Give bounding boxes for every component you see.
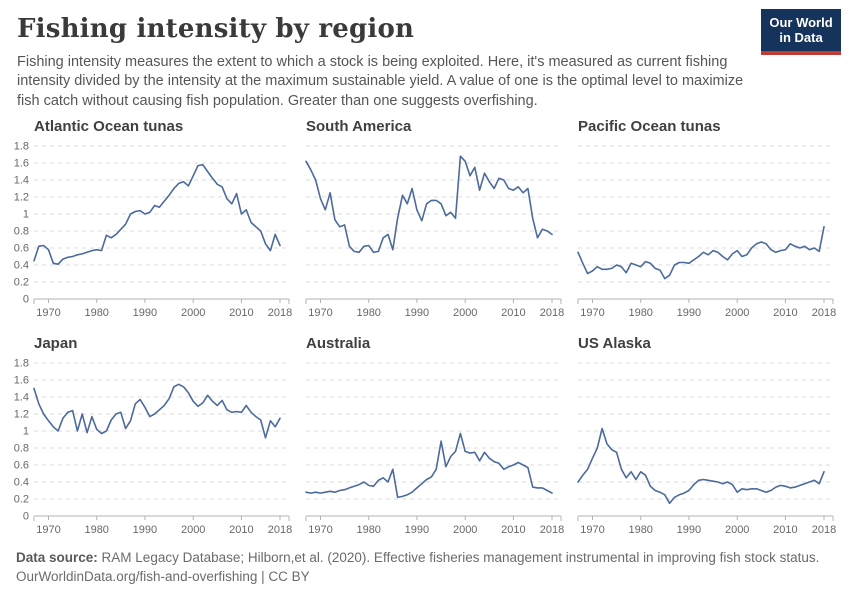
data-source-label: Data source: bbox=[16, 549, 98, 565]
chart-panel-atlantic-ocean-tunas: Atlantic Ocean tunas 1970 1980 1990 2000 201… bbox=[12, 117, 293, 319]
svg-text:1990: 1990 bbox=[405, 307, 429, 319]
svg-text:2010: 2010 bbox=[501, 524, 525, 536]
svg-text:1980: 1980 bbox=[628, 524, 652, 536]
svg-text:1970: 1970 bbox=[36, 307, 60, 319]
svg-text:1990: 1990 bbox=[405, 524, 429, 536]
svg-text:1970: 1970 bbox=[36, 524, 60, 536]
chart-panel-pacific-ocean-tunas: Pacific Ocean tunas 1970 1980 1990 2000 2010… bbox=[572, 117, 836, 319]
svg-text:0: 0 bbox=[23, 510, 29, 522]
svg-text:0.6: 0.6 bbox=[14, 459, 29, 471]
chart-header: Fishing intensity by region Our World in… bbox=[0, 0, 850, 111]
svg-text:0.2: 0.2 bbox=[14, 493, 29, 505]
charts-grid: Atlantic Ocean tunas 1970 1980 1990 2000 201… bbox=[12, 117, 850, 536]
svg-text:2000: 2000 bbox=[181, 307, 205, 319]
svg-text:2010: 2010 bbox=[229, 524, 253, 536]
svg-text:2018: 2018 bbox=[812, 524, 836, 536]
svg-text:2018: 2018 bbox=[540, 307, 564, 319]
owid-logo-line2: in Data bbox=[779, 30, 823, 46]
svg-text:2000: 2000 bbox=[453, 524, 477, 536]
svg-text:1980: 1980 bbox=[356, 307, 380, 319]
chart-title-japan: Japan bbox=[34, 334, 78, 352]
data-source-line: Data source: RAM Legacy Database; Hilbor… bbox=[16, 548, 850, 568]
svg-text:1.4: 1.4 bbox=[14, 174, 29, 186]
page-title: Fishing intensity by region bbox=[17, 14, 415, 44]
svg-text:1.2: 1.2 bbox=[14, 191, 29, 203]
svg-text:0.2: 0.2 bbox=[14, 276, 29, 288]
owid-logo-line1: Our World bbox=[769, 15, 833, 30]
chart-footer: Data source: RAM Legacy Database; Hilbor… bbox=[16, 548, 850, 587]
chart-title-australia: Australia bbox=[306, 334, 371, 352]
svg-text:1980: 1980 bbox=[84, 524, 108, 536]
svg-text:1980: 1980 bbox=[356, 524, 380, 536]
svg-text:2018: 2018 bbox=[540, 524, 564, 536]
svg-text:1970: 1970 bbox=[308, 307, 332, 319]
data-source-text: RAM Legacy Database; Hilborn,et al. (202… bbox=[101, 549, 820, 565]
svg-text:1: 1 bbox=[23, 425, 29, 437]
chart-title-south-america: South America bbox=[306, 117, 412, 135]
owid-url-link[interactable]: OurWorldinData.org/fish-and-overfishing bbox=[16, 569, 258, 585]
line-chart-atlantic-ocean-tunas: 1970 1980 1990 2000 2010 2018 0 0.2 0.4 0.6 0.8 1 1.… bbox=[14, 140, 293, 319]
svg-text:2000: 2000 bbox=[725, 307, 749, 319]
svg-text:0.4: 0.4 bbox=[14, 476, 29, 488]
svg-text:1990: 1990 bbox=[133, 524, 157, 536]
chart-panel-australia: Australia 1970 1980 1990 2000 2010 2018 bbox=[300, 334, 564, 536]
chart-title-us-alaska: US Alaska bbox=[578, 334, 651, 352]
svg-text:2010: 2010 bbox=[773, 524, 797, 536]
svg-text:0.8: 0.8 bbox=[14, 225, 29, 237]
license-separator: | bbox=[261, 569, 265, 585]
svg-text:2000: 2000 bbox=[453, 307, 477, 319]
chart-panel-us-alaska: US Alaska 1970 1980 1990 2000 2010 2018 bbox=[572, 334, 836, 536]
svg-text:1980: 1980 bbox=[84, 307, 108, 319]
svg-text:1.2: 1.2 bbox=[14, 408, 29, 420]
chart-title-atlantic-ocean-tunas: Atlantic Ocean tunas bbox=[34, 117, 184, 135]
svg-text:1.8: 1.8 bbox=[14, 140, 29, 152]
svg-text:1.8: 1.8 bbox=[14, 357, 29, 369]
svg-text:2000: 2000 bbox=[725, 524, 749, 536]
svg-text:1.6: 1.6 bbox=[14, 157, 29, 169]
attribution-line: OurWorldinData.org/fish-and-overfishing … bbox=[16, 567, 850, 587]
chart-subtitle: Fishing intensity measures the extent to… bbox=[17, 54, 744, 109]
line-chart-pacific-ocean-tunas: 1970 1980 1990 2000 2010 2018 bbox=[577, 145, 836, 319]
svg-text:1970: 1970 bbox=[580, 524, 604, 536]
chart-panel-south-america: South America 1970 1980 1990 2000 2010 2018 bbox=[300, 117, 564, 319]
svg-text:0: 0 bbox=[23, 293, 29, 305]
svg-text:2018: 2018 bbox=[268, 307, 292, 319]
chart-panel-japan: Japan 1970 1980 1990 2000 2010 2018 0 0.2 0.4 0.6… bbox=[12, 334, 293, 536]
svg-text:1980: 1980 bbox=[628, 307, 652, 319]
line-chart-australia: 1970 1980 1990 2000 2010 2018 bbox=[305, 362, 564, 536]
svg-text:0.8: 0.8 bbox=[14, 442, 29, 454]
license-label: CC BY bbox=[268, 569, 310, 585]
line-chart-japan: 1970 1980 1990 2000 2010 2018 0 0.2 0.4 0.6 0.8 1 1.… bbox=[14, 357, 293, 536]
svg-text:2018: 2018 bbox=[812, 307, 836, 319]
svg-text:1990: 1990 bbox=[133, 307, 157, 319]
svg-text:1990: 1990 bbox=[677, 307, 701, 319]
line-chart-us-alaska: 1970 1980 1990 2000 2010 2018 bbox=[577, 362, 836, 536]
svg-text:1.6: 1.6 bbox=[14, 374, 29, 386]
svg-text:1970: 1970 bbox=[580, 307, 604, 319]
svg-text:0.6: 0.6 bbox=[14, 242, 29, 254]
chart-title-pacific-ocean-tunas: Pacific Ocean tunas bbox=[578, 117, 721, 135]
svg-text:2010: 2010 bbox=[501, 307, 525, 319]
svg-text:1: 1 bbox=[23, 208, 29, 220]
svg-text:1.4: 1.4 bbox=[14, 391, 29, 403]
svg-text:2010: 2010 bbox=[773, 307, 797, 319]
svg-text:2018: 2018 bbox=[268, 524, 292, 536]
svg-text:1990: 1990 bbox=[677, 524, 701, 536]
svg-text:2010: 2010 bbox=[229, 307, 253, 319]
svg-text:0.4: 0.4 bbox=[14, 259, 29, 271]
owid-logo[interactable]: Our World in Data bbox=[761, 9, 841, 55]
svg-text:2000: 2000 bbox=[181, 524, 205, 536]
svg-text:1970: 1970 bbox=[308, 524, 332, 536]
line-chart-south-america: 1970 1980 1990 2000 2010 2018 bbox=[305, 145, 564, 319]
